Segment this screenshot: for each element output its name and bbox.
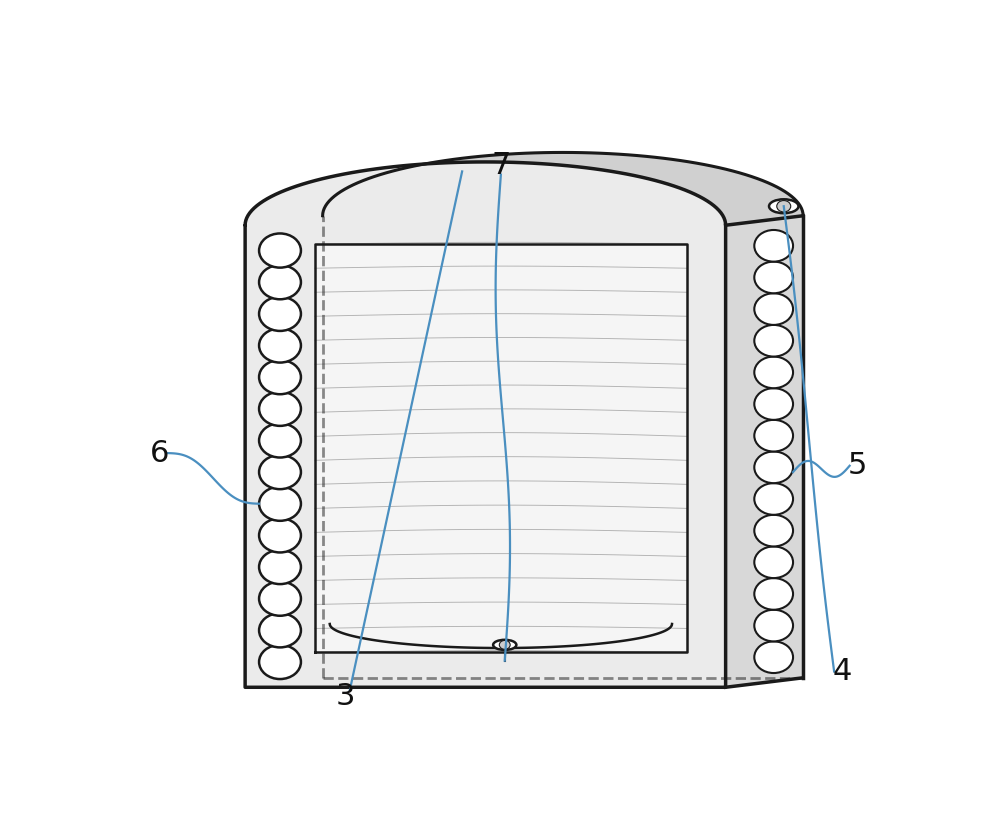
Circle shape — [754, 230, 793, 261]
Circle shape — [754, 578, 793, 610]
Circle shape — [259, 519, 301, 552]
Polygon shape — [245, 162, 726, 225]
Polygon shape — [245, 225, 726, 687]
Circle shape — [754, 451, 793, 483]
Circle shape — [777, 201, 791, 212]
Circle shape — [259, 233, 301, 268]
Circle shape — [259, 266, 301, 299]
Circle shape — [259, 392, 301, 426]
Polygon shape — [726, 215, 803, 687]
Circle shape — [499, 640, 510, 649]
Circle shape — [259, 487, 301, 521]
Circle shape — [259, 613, 301, 648]
Circle shape — [754, 261, 793, 293]
Polygon shape — [315, 244, 687, 653]
Circle shape — [754, 483, 793, 515]
Circle shape — [754, 293, 793, 325]
Polygon shape — [245, 152, 803, 225]
Text: 7: 7 — [491, 150, 511, 179]
Circle shape — [259, 360, 301, 395]
Circle shape — [754, 325, 793, 357]
Circle shape — [754, 515, 793, 547]
Text: 3: 3 — [336, 682, 356, 711]
Circle shape — [754, 357, 793, 388]
Text: 5: 5 — [848, 451, 867, 480]
Text: 6: 6 — [150, 439, 170, 468]
Circle shape — [259, 329, 301, 363]
Circle shape — [259, 582, 301, 616]
Circle shape — [259, 423, 301, 458]
Circle shape — [754, 388, 793, 420]
Circle shape — [754, 420, 793, 451]
Circle shape — [259, 455, 301, 489]
Circle shape — [754, 641, 793, 673]
Ellipse shape — [769, 199, 798, 213]
Circle shape — [259, 645, 301, 679]
Circle shape — [754, 610, 793, 641]
Circle shape — [259, 297, 301, 331]
Circle shape — [754, 547, 793, 578]
Text: 4: 4 — [832, 657, 852, 686]
Circle shape — [259, 550, 301, 584]
Ellipse shape — [493, 640, 516, 650]
